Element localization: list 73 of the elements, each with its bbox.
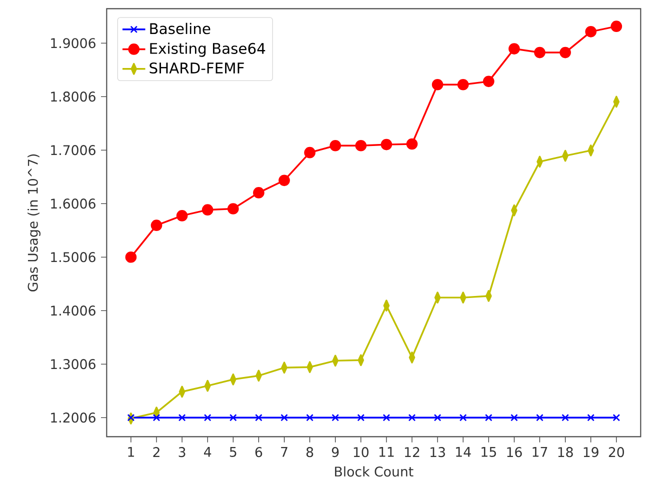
point: [459, 414, 467, 422]
point: [510, 414, 518, 422]
y-tick-label: 1.5006: [51, 252, 96, 262]
point: [202, 204, 214, 216]
x-tick-label: 2: [153, 446, 160, 457]
point: [355, 140, 367, 152]
x-tick-label: 14: [456, 446, 471, 457]
point: [227, 202, 239, 214]
point: [408, 414, 416, 422]
point: [484, 414, 492, 422]
x-tick-label: 19: [584, 446, 598, 457]
y-tick-label: 1.8006: [51, 91, 96, 102]
point: [482, 76, 494, 87]
point: [560, 46, 571, 58]
point: [562, 414, 569, 422]
point: [280, 414, 288, 422]
point: [152, 414, 160, 422]
y-axis-title: Gas Usage (in 10^7): [28, 154, 40, 292]
point: [434, 414, 442, 422]
point: [508, 42, 520, 54]
point: [306, 414, 314, 422]
y-tick-label: 1.7006: [51, 144, 96, 156]
x-tick-label: 7: [281, 446, 288, 457]
point: [253, 186, 264, 198]
x-tick-label: 20: [608, 446, 624, 457]
x-tick-label: 9: [332, 446, 339, 457]
x-tick-label: 16: [507, 446, 522, 457]
point: [380, 138, 392, 150]
point: [536, 414, 544, 422]
point: [229, 414, 237, 422]
y-tick-label: 1.2006: [51, 412, 96, 422]
point: [406, 138, 418, 150]
point: [332, 414, 340, 422]
point: [150, 220, 162, 231]
x-tick-label: 5: [230, 446, 236, 457]
point: [278, 174, 290, 186]
point: [178, 414, 186, 422]
x-tick-label: 3: [178, 446, 186, 457]
legend-label: Baseline: [150, 22, 210, 34]
x-tick-label: 1: [128, 446, 134, 457]
point: [587, 414, 595, 422]
x-tick-label: 6: [255, 446, 262, 457]
point: [330, 140, 342, 152]
point: [612, 414, 620, 422]
x-tick-label: 4: [204, 446, 212, 457]
x-tick-label: 10: [354, 446, 369, 457]
x-tick-label: 13: [430, 446, 445, 457]
x-tick-label: 17: [532, 446, 548, 457]
point: [610, 20, 622, 32]
x-axis-title: Block Count: [335, 466, 414, 476]
x-tick-label: 15: [482, 446, 496, 457]
point: [204, 414, 212, 422]
point: [255, 414, 262, 422]
x-tick-label: 11: [379, 446, 394, 457]
y-tick-label: 1.3006: [51, 358, 96, 369]
legend-label: Existing Base64: [150, 42, 266, 57]
point: [125, 251, 137, 263]
point: [127, 414, 135, 422]
point: [382, 414, 390, 422]
point: [457, 78, 469, 90]
y-tick-label: 1.9006: [51, 38, 96, 48]
point: [357, 414, 365, 422]
x-tick-label: 12: [404, 446, 420, 457]
y-tick-label: 1.4006: [51, 305, 96, 316]
legend-label: SHARD-FEMF: [150, 62, 244, 74]
point: [432, 78, 444, 90]
x-tick-label: 18: [558, 446, 573, 457]
point: [585, 26, 597, 38]
x-tick-label: 8: [306, 446, 314, 457]
y-tick-label: 1.6006: [51, 198, 96, 209]
point: [176, 210, 188, 222]
point: [534, 46, 546, 58]
point: [304, 146, 316, 158]
